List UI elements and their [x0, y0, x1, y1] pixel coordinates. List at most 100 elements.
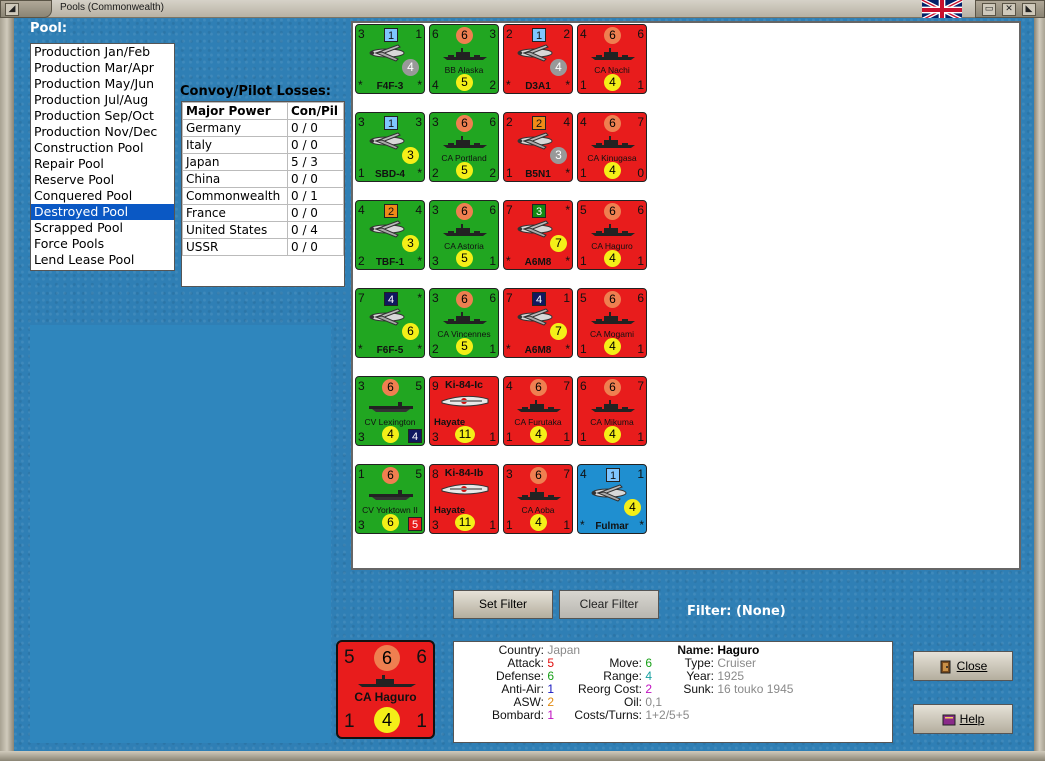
pool-item[interactable]: Reserve Pool — [34, 172, 115, 187]
unit-counter[interactable]: 3 1 3 3 SBD-4 1 * — [355, 112, 425, 182]
counter-air-square: 4 — [532, 292, 546, 306]
plane-silhouette-icon — [366, 130, 408, 152]
counter-bottom-left: 4 — [432, 78, 439, 92]
counter-defense-circle: 4 — [530, 426, 547, 443]
plane-silhouette-icon — [440, 479, 490, 499]
title-bar: ◢ Pools (Commonwealth) ▭ ✕ ◣ — [0, 0, 1045, 20]
unit-counter[interactable]: 5 6 6 CA Mogami 1 4 1 — [577, 288, 647, 358]
unit-counter[interactable]: 4 2 4 3 TBF-1 2 * — [355, 200, 425, 270]
counter-top-left: 4 — [580, 27, 587, 41]
counter-top-left: 4 — [506, 379, 513, 393]
pool-item[interactable]: Production May/Jun — [34, 76, 155, 91]
unit-counter[interactable]: 8 Ki-84-Ib Hayate 3 11 1 — [429, 464, 499, 534]
pool-item[interactable]: Force Pools — [34, 236, 105, 251]
resize-icon[interactable]: ◣ — [1022, 3, 1036, 16]
counter-top-right: 4 — [563, 115, 570, 129]
restore-icon[interactable]: ▭ — [982, 3, 996, 16]
counter-name: CA Mikuma — [590, 417, 634, 427]
unit-counter[interactable]: 7 4 1 7 A6M8 * * — [503, 288, 573, 358]
attack-value: 5 — [547, 656, 555, 670]
major-power-cell: Commonwealth — [182, 187, 288, 205]
counter-top-right: 7 — [637, 115, 644, 129]
defense-value: 6 — [547, 669, 555, 683]
unit-counter[interactable]: 2 1 2 4 D3A1 * * — [503, 24, 573, 94]
pool-item[interactable]: Repair Pool — [34, 156, 104, 171]
costs-value: 1+2/5+5 — [645, 708, 690, 722]
pool-item[interactable]: Production Sep/Oct — [34, 108, 154, 123]
counter-top-right: 2 — [563, 27, 570, 41]
set-filter-button[interactable]: Set Filter — [453, 590, 553, 619]
unit-counter[interactable]: 3 6 6 CA Vincennes 2 5 1 — [429, 288, 499, 358]
counter-bottom-right: 1 — [637, 430, 644, 444]
unit-counter[interactable]: 3 6 6 CA Astoria 3 5 1 — [429, 200, 499, 270]
move-value: 6 — [645, 656, 653, 670]
unit-counter[interactable]: 4 6 7 CA Furutaka 1 4 1 — [503, 376, 573, 446]
pool-item[interactable]: Destroyed Pool — [31, 204, 174, 220]
country-value: Japan — [547, 643, 581, 657]
unit-counter[interactable]: 3 1 1 4 F4F-3 * * — [355, 24, 425, 94]
counter-air-square: 1 — [384, 116, 398, 130]
unit-counter[interactable]: 1 6 5 CV Yorktown II 3 6 5 — [355, 464, 425, 534]
counter-bottom-right: 2 — [489, 78, 496, 92]
unit-counter[interactable]: 7 4 * 6 F6F-5 * * — [355, 288, 425, 358]
unit-counter[interactable]: 3 6 6 CA Portland 2 5 2 — [429, 112, 499, 182]
con-pil-cell: 0 / 1 — [287, 187, 344, 205]
counter-name: CV Yorktown II — [362, 505, 418, 515]
counter-bottom-left: 1 — [580, 342, 587, 356]
unit-counter[interactable]: 4 6 6 CA Nachi 1 4 1 — [577, 24, 647, 94]
plane-silhouette-icon — [514, 218, 556, 240]
counter-top-left: 5 — [344, 647, 355, 668]
counter-bottom-left: 2 — [432, 166, 439, 180]
pool-item[interactable]: Conquered Pool — [34, 188, 133, 203]
plane-silhouette-icon — [514, 130, 556, 152]
counter-bottom-right: * — [565, 166, 570, 180]
counter-circle: 6 — [402, 323, 419, 340]
counter-top-right: 6 — [489, 203, 496, 217]
pool-item[interactable]: Scrapped Pool — [34, 220, 123, 235]
close-window-icon[interactable]: ✕ — [1002, 3, 1016, 16]
pool-item[interactable]: Production Jan/Feb — [34, 44, 151, 59]
counter-circle: 4 — [550, 59, 567, 76]
plane-silhouette-icon — [514, 306, 556, 328]
pool-item[interactable]: Construction Pool — [34, 140, 144, 155]
close-button[interactable]: Close — [913, 651, 1013, 681]
counter-top-right: 6 — [489, 291, 496, 305]
counter-bottom-right: 1 — [637, 342, 644, 356]
clear-filter-button[interactable]: Clear Filter — [559, 590, 659, 619]
counter-air-square: 2 — [532, 116, 546, 130]
unit-counter[interactable]: 6 6 3 BB Alaska 4 5 2 — [429, 24, 499, 94]
counter-defense-circle: 5 — [456, 74, 473, 91]
counter-name: CA Mogami — [590, 329, 634, 339]
counter-top-left: 5 — [580, 291, 587, 305]
unit-counter[interactable]: 4 1 1 4 Fulmar * * — [577, 464, 647, 534]
unit-counter[interactable]: 7 3 * 7 A6M8 * * — [503, 200, 573, 270]
counter-defense-circle: 4 — [604, 426, 621, 443]
asw-label: ASW: — [513, 695, 544, 709]
unit-counter[interactable]: 3 6 5 CV Lexington 3 4 4 — [355, 376, 425, 446]
unit-counter[interactable]: 6 6 7 CA Mikuma 1 4 1 — [577, 376, 647, 446]
counter-attack-circle: 6 — [456, 291, 473, 308]
unit-counter[interactable]: 4 6 7 CA Kinugasa 1 4 0 — [577, 112, 647, 182]
counter-bottom-right: * — [417, 166, 422, 180]
help-button[interactable]: Help — [913, 704, 1013, 734]
unit-counter[interactable]: 3 6 7 CA Aoba 1 4 1 — [503, 464, 573, 534]
counter-bottom-right: 1 — [489, 254, 496, 268]
pool-item[interactable]: Production Nov/Dec — [34, 124, 158, 139]
counter-square-bottom-right: 5 — [408, 517, 422, 531]
counter-top-left: 4 — [580, 115, 587, 129]
counter-bottom-left: * — [506, 254, 511, 268]
collapse-icon[interactable]: ◢ — [5, 3, 19, 16]
counter-top-right: 6 — [637, 27, 644, 41]
pool-item[interactable]: Production Jul/Aug — [34, 92, 149, 107]
pool-list[interactable]: Production Jan/Feb Production Mar/Apr Prod… — [30, 43, 175, 271]
losses-title: Convoy/Pilot Losses: — [180, 84, 331, 99]
counter-top-right: 6 — [637, 203, 644, 217]
unit-counter[interactable]: 2 2 4 3 B5N1 1 * — [503, 112, 573, 182]
unit-counter[interactable]: 9 Ki-84-Ic Hayate 3 11 1 — [429, 376, 499, 446]
unit-counter[interactable]: 5 6 6 CA Haguro 1 4 1 — [577, 200, 647, 270]
pool-item[interactable]: Lend Lease Pool — [34, 252, 135, 267]
carrier-silhouette-icon — [368, 399, 414, 413]
counter-top-right: * — [565, 203, 570, 217]
name-value: Haguro — [717, 643, 760, 657]
pool-item[interactable]: Production Mar/Apr — [34, 60, 154, 75]
